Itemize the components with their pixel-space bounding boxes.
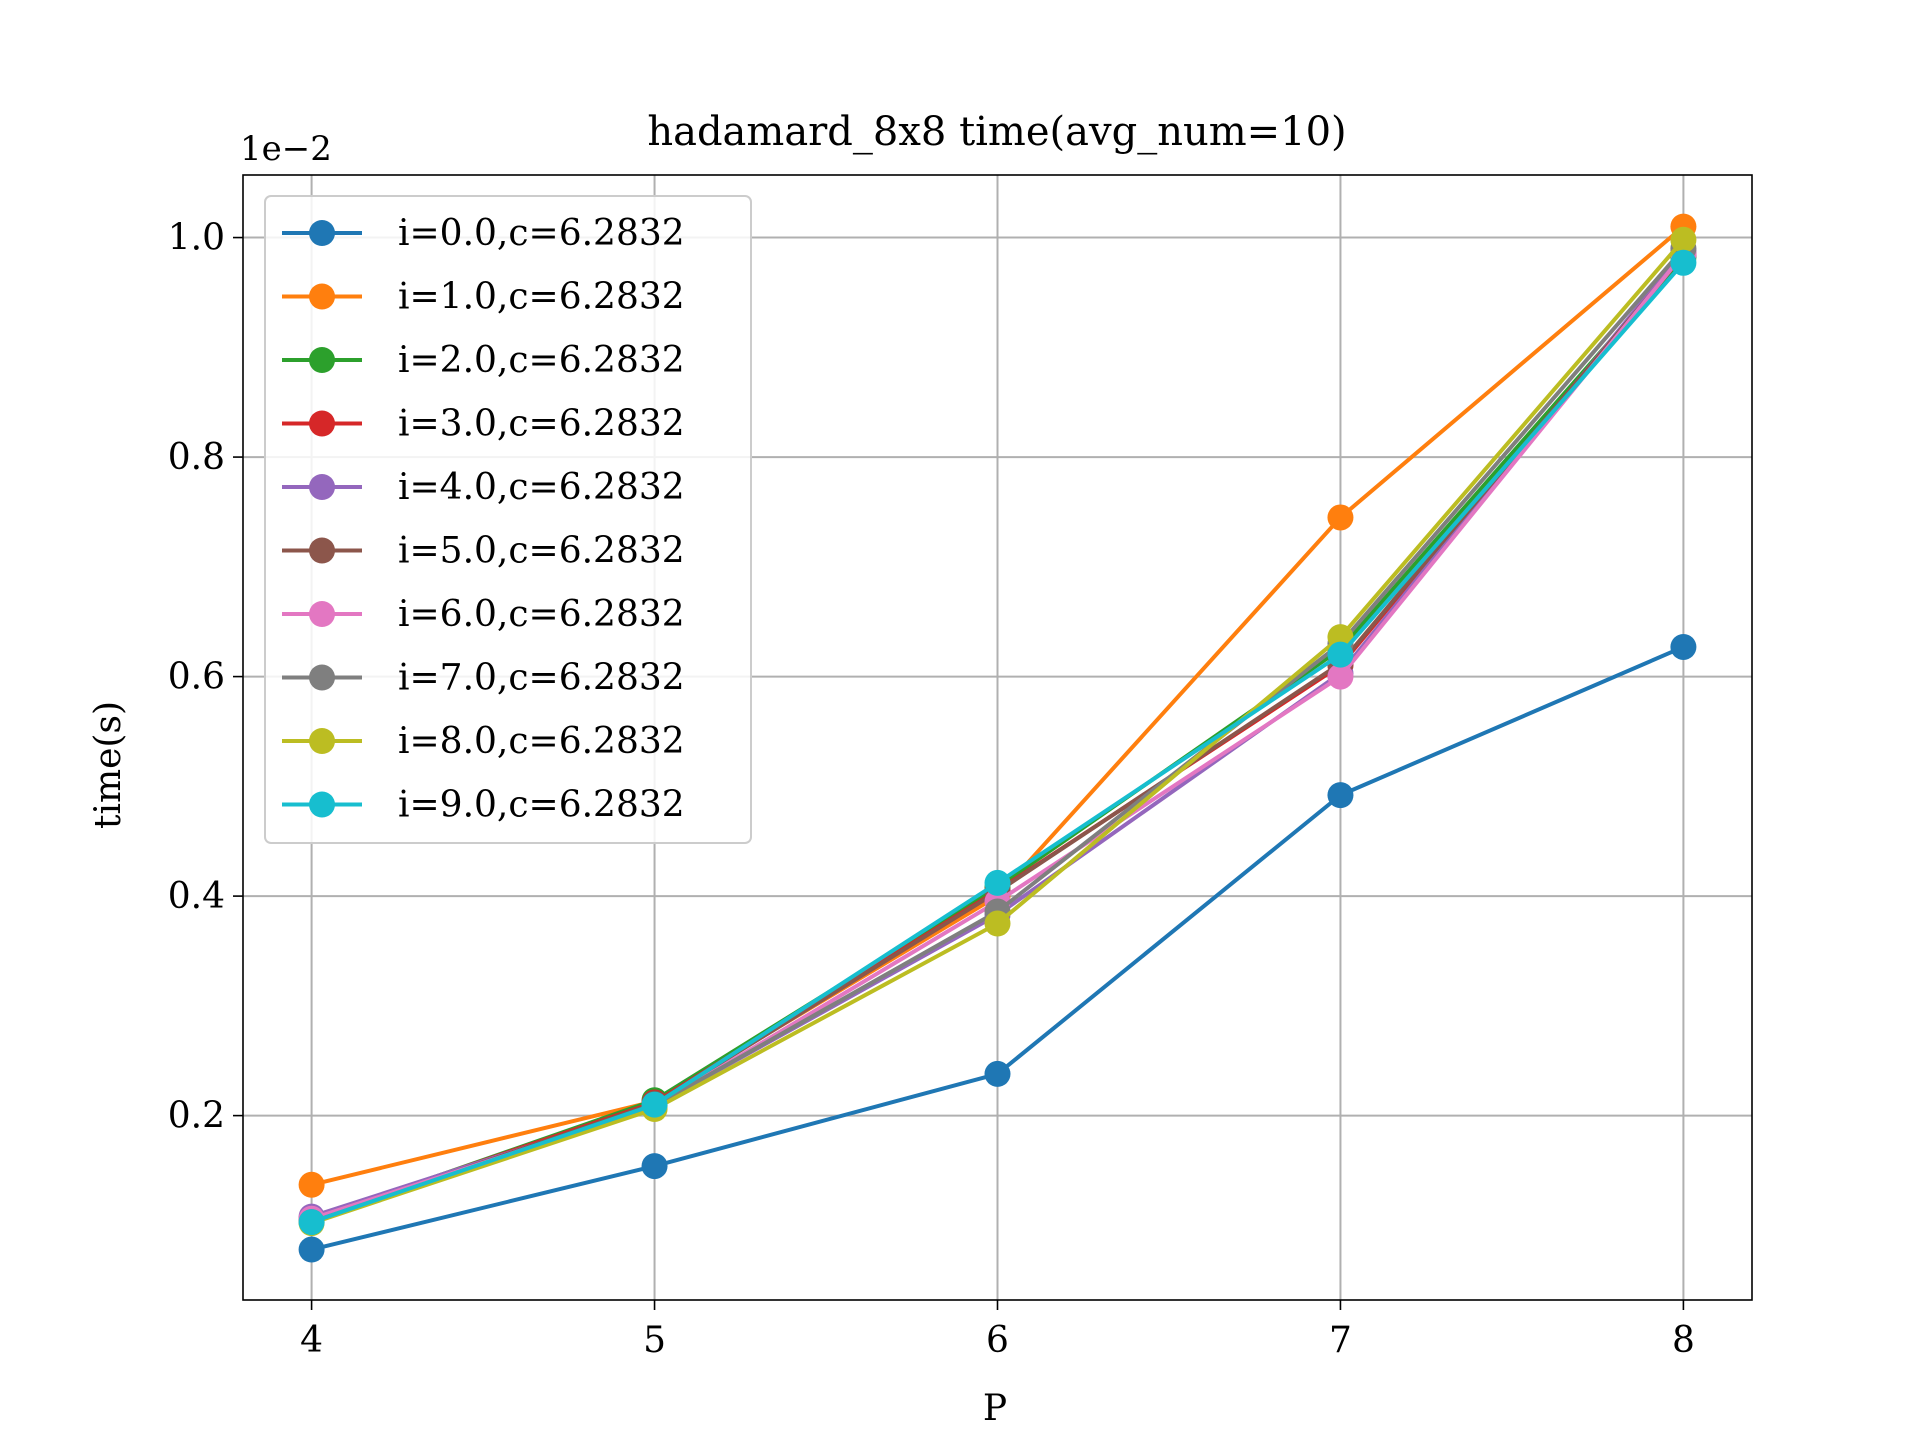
legend-item: i=7.0,c=6.2832 [282, 658, 685, 699]
x-tick-label: 7 [1329, 1320, 1352, 1361]
legend: i=0.0,c=6.2832 i=1.0,c=6.2832 i=2.0,c=6.28… [264, 195, 752, 844]
series-9 [298, 249, 1697, 1236]
legend-marker [309, 601, 335, 627]
x-axis-ticks: 4 5 6 7 8 [300, 1300, 1695, 1361]
data-point [1327, 663, 1354, 690]
x-tick-label: 8 [1672, 1320, 1695, 1361]
legend-item: i=6.0,c=6.2832 [282, 594, 685, 635]
data-point [641, 1091, 668, 1118]
x-tick-label: 4 [300, 1320, 323, 1361]
data-point [1670, 226, 1697, 253]
legend-marker [309, 728, 335, 754]
legend-item: i=4.0,c=6.2832 [282, 467, 685, 508]
data-point [984, 910, 1011, 937]
legend-item: i=2.0,c=6.2832 [282, 340, 685, 381]
legend-label: i=4.0,c=6.2832 [398, 467, 685, 508]
y-axis-label: time(s) [88, 701, 129, 829]
legend-marker [309, 283, 335, 310]
legend-label: i=7.0,c=6.2832 [398, 658, 685, 699]
legend-item: i=0.0,c=6.2832 [282, 213, 685, 254]
y-axis-multiplier: 1e−2 [240, 129, 332, 169]
x-tick-label: 6 [986, 1320, 1009, 1361]
legend-label: i=6.0,c=6.2832 [398, 594, 685, 635]
legend-item: i=9.0,c=6.2832 [282, 785, 685, 826]
legend-item: i=5.0,c=6.2832 [282, 531, 685, 572]
data-point [1670, 633, 1697, 660]
data-point [1327, 782, 1354, 809]
data-point [298, 1209, 325, 1236]
y-tick-label: 0.4 [168, 876, 225, 917]
y-tick-label: 0.6 [168, 657, 225, 698]
legend-marker [309, 537, 335, 564]
data-point [1670, 249, 1697, 276]
legend-label: i=8.0,c=6.2832 [398, 721, 685, 762]
data-point [298, 1171, 325, 1198]
data-point [1327, 641, 1354, 668]
axes-frame [242, 174, 1753, 1301]
legend-label: i=0.0,c=6.2832 [398, 213, 685, 254]
legend-marker [309, 791, 335, 818]
legend-box [264, 195, 752, 844]
legend-label: i=9.0,c=6.2832 [398, 785, 685, 826]
legend-label: i=3.0,c=6.2832 [398, 404, 685, 445]
legend-item: i=3.0,c=6.2832 [282, 404, 685, 445]
data-point [298, 1236, 325, 1263]
series-0 [298, 633, 1697, 1263]
plot-series [298, 213, 1697, 1263]
legend-marker [309, 474, 335, 500]
legend-label: i=5.0,c=6.2832 [398, 531, 685, 572]
y-tick-label: 1.0 [168, 218, 225, 259]
chart-title: hadamard_8x8 time(avg_num=10) [647, 109, 1346, 155]
legend-item: i=8.0,c=6.2832 [282, 721, 685, 762]
data-point [1327, 504, 1354, 531]
data-point [641, 1153, 668, 1180]
y-axis-ticks: 0.2 0.4 0.6 0.8 1.0 [168, 218, 243, 1137]
y-tick-label: 0.2 [168, 1096, 225, 1137]
legend-label: i=2.0,c=6.2832 [398, 340, 685, 381]
x-tick-label: 5 [643, 1320, 666, 1361]
legend-marker [309, 220, 335, 246]
data-point [984, 1060, 1011, 1087]
legend-label: i=1.0,c=6.2832 [398, 277, 685, 318]
y-tick-label: 0.8 [168, 437, 225, 478]
legend-item: i=1.0,c=6.2832 [282, 277, 685, 318]
legend-marker [309, 347, 335, 373]
data-point [984, 869, 1011, 896]
legend-marker [309, 664, 335, 691]
legend-marker [309, 410, 335, 437]
x-axis-label: P [983, 1388, 1007, 1429]
